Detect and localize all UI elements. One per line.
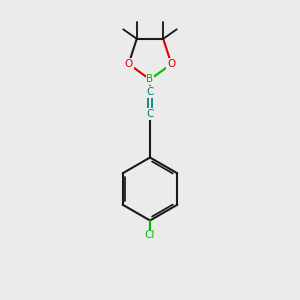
Text: C: C [146,87,154,97]
Text: O: O [167,59,175,69]
Text: C: C [146,109,154,119]
Text: O: O [124,59,133,69]
Text: B: B [146,74,154,85]
Text: Cl: Cl [145,230,155,241]
